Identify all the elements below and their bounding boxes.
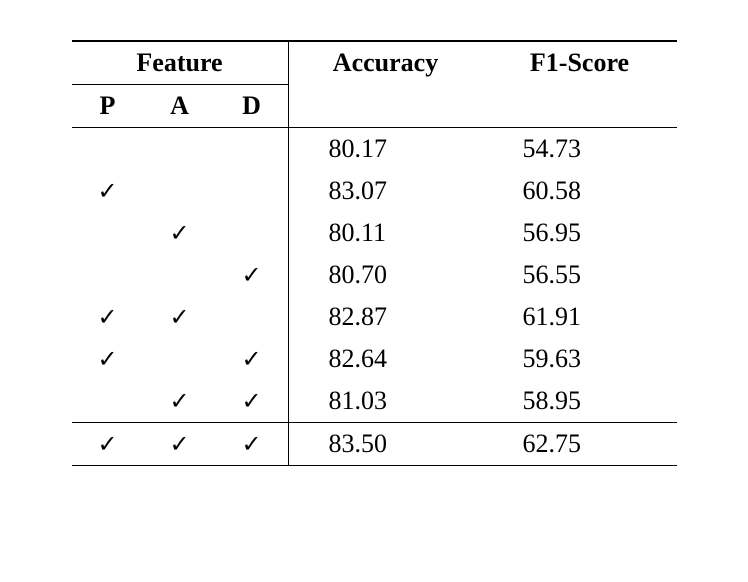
cell-accuracy: 81.03 (288, 380, 483, 423)
cell-p-check: ✓ (72, 423, 144, 466)
cell-d-check (216, 296, 289, 338)
header-row-2: P A D (72, 85, 677, 128)
sub-a-header: A (144, 85, 216, 128)
cell-p-check: ✓ (72, 170, 144, 212)
cell-d-check (216, 170, 289, 212)
cell-p-check (72, 212, 144, 254)
cell-d-check: ✓ (216, 338, 289, 380)
cell-d-check: ✓ (216, 423, 289, 466)
table-row: ✓ 80.1156.95 (72, 212, 677, 254)
cell-f1: 56.95 (483, 212, 677, 254)
empty-header-1 (288, 85, 483, 128)
cell-accuracy: 80.17 (288, 128, 483, 171)
f1score-header: F1-Score (483, 41, 677, 85)
cell-d-check (216, 212, 289, 254)
accuracy-header: Accuracy (288, 41, 483, 85)
cell-accuracy: 80.70 (288, 254, 483, 296)
cell-f1: 61.91 (483, 296, 677, 338)
cell-accuracy: 82.64 (288, 338, 483, 380)
cell-p-check (72, 128, 144, 171)
cell-accuracy: 82.87 (288, 296, 483, 338)
cell-f1: 56.55 (483, 254, 677, 296)
table-row: ✓✓82.6459.63 (72, 338, 677, 380)
cell-f1: 59.63 (483, 338, 677, 380)
sub-d-header: D (216, 85, 289, 128)
table-row: ✓✓ 82.8761.91 (72, 296, 677, 338)
table-row: ✓ 83.0760.58 (72, 170, 677, 212)
table-body: 80.1754.73✓83.0760.58✓80.1156.95✓80.7056… (72, 128, 677, 466)
cell-a-check (144, 338, 216, 380)
cell-f1: 58.95 (483, 380, 677, 423)
cell-d-check: ✓ (216, 254, 289, 296)
cell-a-check: ✓ (144, 296, 216, 338)
ablation-table: Feature Accuracy F1-Score P A D 80.1754.… (72, 40, 677, 466)
cell-f1: 62.75 (483, 423, 677, 466)
cell-p-check: ✓ (72, 338, 144, 380)
cell-d-check (216, 128, 289, 171)
cell-accuracy: 80.11 (288, 212, 483, 254)
header-row-1: Feature Accuracy F1-Score (72, 41, 677, 85)
cell-a-check: ✓ (144, 212, 216, 254)
cell-a-check: ✓ (144, 380, 216, 423)
cell-a-check (144, 170, 216, 212)
feature-header: Feature (72, 41, 289, 85)
cell-a-check (144, 254, 216, 296)
cell-f1: 54.73 (483, 128, 677, 171)
table-row: ✓✓81.0358.95 (72, 380, 677, 423)
sub-p-header: P (72, 85, 144, 128)
cell-accuracy: 83.50 (288, 423, 483, 466)
cell-p-check: ✓ (72, 296, 144, 338)
cell-d-check: ✓ (216, 380, 289, 423)
cell-p-check (72, 380, 144, 423)
cell-a-check: ✓ (144, 423, 216, 466)
cell-a-check (144, 128, 216, 171)
cell-f1: 60.58 (483, 170, 677, 212)
table-row: 80.1754.73 (72, 128, 677, 171)
cell-p-check (72, 254, 144, 296)
table-row: ✓80.7056.55 (72, 254, 677, 296)
empty-header-2 (483, 85, 677, 128)
cell-accuracy: 83.07 (288, 170, 483, 212)
table-row: ✓✓✓83.5062.75 (72, 423, 677, 466)
